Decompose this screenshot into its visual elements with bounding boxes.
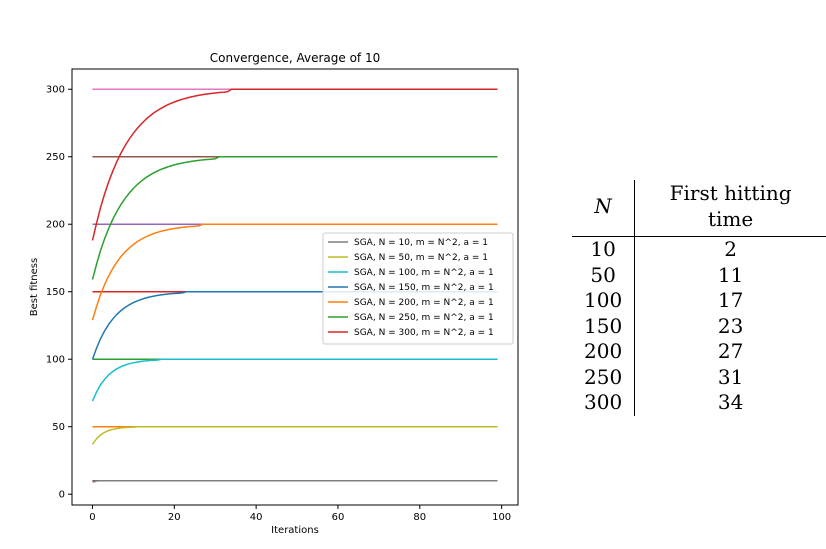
series-line — [92, 479, 498, 483]
table-cell-n: 150 — [572, 313, 636, 339]
table-row: 10 2 — [572, 236, 826, 263]
table-cell-first-hitting-time: 27 — [717, 339, 744, 363]
x-axis-title: Iterations — [271, 525, 319, 536]
series-line — [91, 358, 498, 402]
table-cell-first-hitting-time: 23 — [717, 313, 744, 338]
legend-label: SGA, N = 10, m = N^2, a = 1 — [354, 238, 488, 248]
table-cell-first-hitting-time: 17 — [717, 288, 744, 312]
table-cell-first-hitting-time: 34 — [717, 390, 744, 414]
plot-frame — [71, 68, 519, 506]
table-row: 200 27 — [572, 339, 826, 365]
table-cell-n: 50 — [572, 262, 636, 288]
table-header-first-hitting-time: First hitting time — [634, 180, 826, 237]
legend-label: SGA, N = 300, m = N^2, a = 1 — [354, 328, 494, 338]
x-tick-label: 0 — [89, 512, 95, 523]
series-line — [91, 425, 498, 445]
x-tick-label: 40 — [250, 512, 263, 523]
x-tick-label: 80 — [413, 512, 426, 523]
y-tick-label: 0 — [59, 490, 65, 501]
chart-legend: SGA, N = 10, m = N^2, a = 1 SGA, N = 50, … — [322, 232, 514, 345]
legend-label: SGA, N = 50, m = N^2, a = 1 — [354, 253, 488, 263]
y-tick-label: 100 — [46, 355, 65, 366]
y-tick-label: 200 — [46, 220, 65, 231]
x-tick-label: 100 — [492, 512, 511, 523]
table-cell-n: 300 — [572, 390, 636, 416]
table-header-row: N First hitting time — [572, 180, 826, 237]
table-row: 300 34 — [572, 390, 826, 416]
legend-box — [322, 232, 514, 345]
y-tick-label: 250 — [46, 152, 65, 163]
series-line — [91, 223, 498, 321]
chart-title: Convergence, Average of 10 — [210, 51, 381, 65]
y-axis-title: Best fitness — [29, 258, 40, 316]
legend-label: SGA, N = 150, m = N^2, a = 1 — [354, 283, 494, 293]
table-cell-n: 10 — [572, 236, 636, 263]
table-cell-n: 100 — [572, 288, 636, 314]
x-tick-label: 60 — [332, 512, 345, 523]
x-tick-label: 20 — [168, 512, 181, 523]
first-hitting-time-table: N First hitting time 10 2 50 11 100 17 150 23 20… — [572, 180, 826, 416]
y-tick-label: 300 — [46, 85, 65, 96]
table-cell-n: 200 — [572, 339, 636, 365]
table-row: 150 23 — [572, 313, 826, 339]
legend-label: SGA, N = 200, m = N^2, a = 1 — [354, 298, 494, 308]
y-axis-ticks: 0 50 100 150 200 250 300 — [46, 85, 72, 501]
table-cell-first-hitting-time: 2 — [724, 237, 737, 261]
table-cell-n: 250 — [572, 364, 636, 390]
y-tick-label: 50 — [52, 422, 65, 433]
x-axis-ticks: 0 20 40 60 80 100 — [89, 505, 511, 523]
table-row: 100 17 — [572, 288, 826, 314]
table-cell-first-hitting-time: 11 — [717, 262, 744, 287]
legend-label: SGA, N = 250, m = N^2, a = 1 — [354, 313, 494, 323]
series-line — [91, 155, 498, 280]
y-tick-label: 150 — [46, 287, 65, 298]
table-row: 250 31 — [572, 364, 826, 390]
table-header-n: N — [572, 180, 636, 237]
table-cell-first-hitting-time: 31 — [717, 364, 744, 389]
series-line — [91, 88, 498, 241]
legend-label: SGA, N = 100, m = N^2, a = 1 — [354, 268, 494, 278]
table-row: 50 11 — [572, 262, 826, 288]
